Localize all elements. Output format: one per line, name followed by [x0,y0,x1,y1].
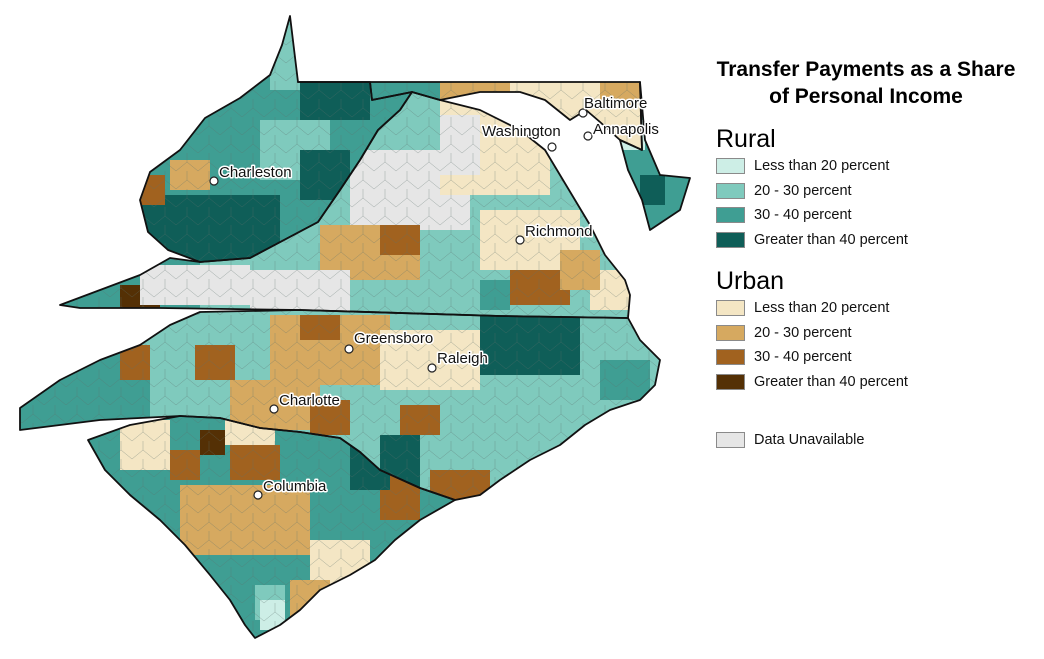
city-dot-raleigh [427,363,437,373]
city-label-annapolis: Annapolis [593,121,659,138]
city-label-columbia: Columbia [263,478,327,495]
legend-swatch [716,373,745,390]
city-label-richmond: Richmond [525,223,593,240]
legend-swatch [716,432,745,449]
city-dot-charlotte [269,404,279,414]
legend-item-label: Greater than 40 percent [754,231,908,248]
legend-item-unavailable: Data Unavailable [716,428,1036,453]
legend-item-label: 30 - 40 percent [754,349,852,366]
legend-item: 20 - 30 percent [716,321,1036,346]
legend-item: 20 - 30 percent [716,179,1036,204]
legend-swatch [716,182,745,199]
city-dot-columbia [253,490,263,500]
legend-item: 30 - 40 percent [716,203,1036,228]
legend-item-label: Greater than 40 percent [754,373,908,390]
city-dot-richmond [515,235,525,245]
legend-swatch [716,207,745,224]
city-dot-greensboro [344,344,354,354]
choropleth-map: Baltimore Washington Annapolis Charlesto… [19,15,691,639]
city-label-charleston: Charleston [219,164,292,181]
legend-swatch [716,300,745,317]
legend-item-label: 30 - 40 percent [754,207,852,224]
de-sussex [640,175,665,205]
legend-item: Greater than 40 percent [716,228,1036,253]
legend-item-label: Data Unavailable [754,432,865,449]
city-label-washington: Washington [482,123,561,140]
city-dot-baltimore [578,108,588,118]
legend-swatch [716,158,745,175]
legend-swatch [716,349,745,366]
city-dot-washington [547,142,557,152]
legend-item-label: 20 - 30 percent [754,182,852,199]
city-label-greensboro: Greensboro [354,330,433,347]
city-dot-annapolis [583,131,593,141]
legend-item-label: Less than 20 percent [754,300,890,317]
legend-section-urban: Urban [716,267,785,295]
legend-item: 30 - 40 percent [716,345,1036,370]
legend-item-label: Less than 20 percent [754,158,890,175]
legend-swatch [716,231,745,248]
legend-item-label: 20 - 30 percent [754,324,852,341]
legend-swatch [716,324,745,341]
legend-item: Less than 20 percent [716,296,1036,321]
city-label-baltimore: Baltimore [584,95,647,112]
legend: Transfer Payments as a Share of Personal… [716,56,1036,453]
legend-item: Less than 20 percent [716,154,1036,179]
legend-section-rural: Rural [716,125,776,153]
city-label-raleigh: Raleigh [437,350,488,367]
legend-title: Transfer Payments as a Share of Personal… [716,58,1016,108]
city-markers: Baltimore Washington Annapolis Charlesto… [209,94,660,500]
city-dot-charleston [209,176,219,186]
city-label-charlotte: Charlotte [279,392,340,409]
legend-item: Greater than 40 percent [716,370,1036,395]
